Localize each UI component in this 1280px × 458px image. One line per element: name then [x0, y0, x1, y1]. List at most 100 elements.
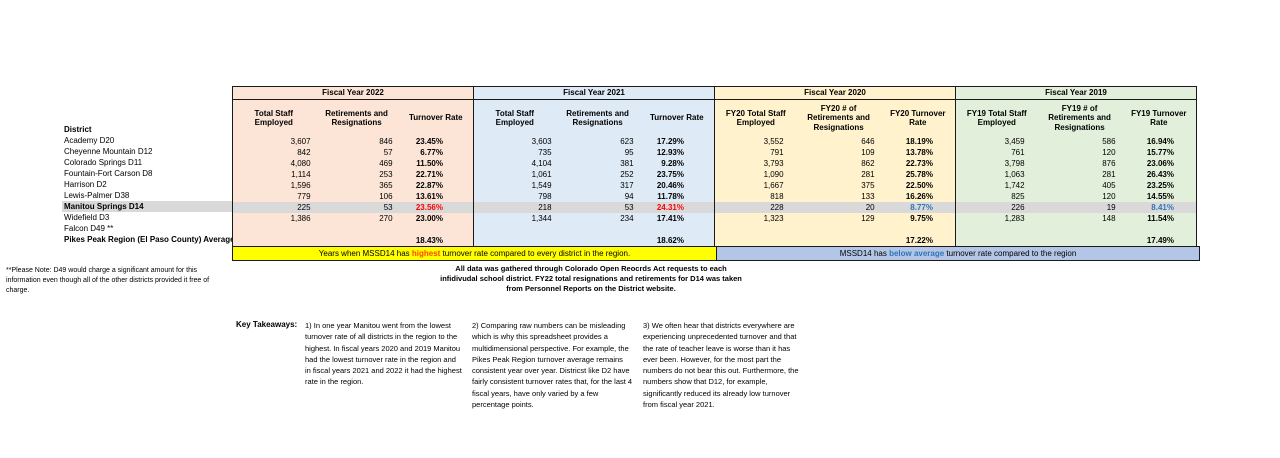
table-row: 4,080 469 11.50%: [233, 158, 473, 169]
cell-total-staff: [233, 224, 315, 235]
cell-total-staff: [233, 235, 315, 246]
column-header: Total Staff Employed: [495, 108, 535, 127]
column-headers-fy2021: Total Staff Employed Retirements and Resi…: [474, 100, 714, 136]
column-header: FY19 Total Staff Employed: [966, 108, 1027, 127]
column-header: FY20 Total Staff Employed: [725, 108, 786, 127]
cell-turnover-rate: [881, 224, 955, 235]
table-row: 3,552 646 18.19%: [715, 136, 955, 147]
takeaway-1: 1) In one year Manitou went from the low…: [305, 321, 462, 387]
cell-turnover-rate: 23.75%: [656, 170, 684, 179]
cell-retirements: 133: [861, 192, 875, 201]
cell-turnover-rate: 23.25%: [1146, 181, 1174, 190]
cell-turnover-rate: 24.31%: [656, 203, 684, 212]
banner-highlight-text: below average: [889, 249, 945, 258]
table-row: 1,549 317 20.46%: [474, 180, 714, 191]
cell-total-staff: 1,090: [763, 170, 784, 179]
cell-turnover-rate: 17.41%: [656, 214, 684, 223]
banner-text: Years when MSSD14 has: [318, 249, 412, 258]
table-row: [956, 224, 1196, 235]
cell-retirements: 120: [1102, 148, 1116, 157]
cell-turnover-rate: 18.43%: [415, 236, 443, 245]
table-row: 842 57 6.77%: [233, 147, 473, 158]
cell-turnover-rate: 20.46%: [656, 181, 684, 190]
district-name: Fountain-Fort Carson D8: [64, 169, 153, 178]
cell-total-staff: [715, 224, 797, 235]
cell-retirements: 109: [861, 148, 875, 157]
cell-total-staff: 1,323: [763, 214, 784, 223]
table-row: 1,061 252 23.75%: [474, 169, 714, 180]
table-row: 791 109 13.78%: [715, 147, 955, 158]
cell-turnover-rate: 18.19%: [905, 137, 933, 146]
cell-retirements: 846: [379, 137, 393, 146]
cell-turnover-rate: 14.55%: [1146, 192, 1174, 201]
cell-retirements: 646: [861, 137, 875, 146]
cell-total-staff: 1,742: [1004, 181, 1025, 190]
cell-total-staff: 1,596: [290, 181, 311, 190]
cell-turnover-rate: 9.75%: [910, 214, 933, 223]
cell-turnover-rate: [1122, 224, 1196, 235]
section-title-fy2022: Fiscal Year 2022: [233, 87, 473, 100]
cell-retirements: [556, 235, 640, 246]
cell-retirements: 375: [861, 181, 875, 190]
cell-turnover-rate: 25.78%: [905, 170, 933, 179]
cell-retirements: [797, 224, 881, 235]
banner-highlight-text: highest: [411, 249, 441, 258]
cell-total-staff: 842: [297, 148, 311, 157]
cell-turnover-rate: 23.00%: [415, 214, 443, 223]
cell-total-staff: 735: [538, 148, 552, 157]
cell-retirements: 53: [624, 203, 634, 212]
table-row: 225 53 23.56%: [233, 202, 473, 213]
table-row: [233, 224, 473, 235]
cell-retirements: 586: [1102, 137, 1116, 146]
data-source-note: All data was gathered through Colorado O…: [440, 264, 742, 294]
section-title-fy2020: Fiscal Year 2020: [715, 87, 955, 100]
cell-retirements: [315, 235, 399, 246]
cell-turnover-rate: 22.50%: [905, 181, 933, 190]
table-row: 18.43%: [233, 235, 473, 246]
cell-total-staff: 3,552: [763, 137, 784, 146]
table-row: 18.62%: [474, 235, 714, 246]
column-header: FY19 Turnover Rate: [1131, 108, 1187, 127]
cell-retirements: [1038, 235, 1122, 246]
cell-turnover-rate: 26.43%: [1146, 170, 1174, 179]
cell-total-staff: [956, 235, 1038, 246]
cell-retirements: 862: [861, 159, 875, 168]
district-name: Cheyenne Mountain D12: [64, 147, 153, 156]
district-name: Widefield D3: [64, 213, 110, 222]
cell-turnover-rate: 11.50%: [416, 159, 443, 168]
district-name: Falcon D49 **: [64, 224, 114, 233]
cell-total-staff: 1,344: [531, 214, 552, 223]
cell-turnover-rate: 11.54%: [1147, 214, 1174, 223]
cell-retirements: 270: [379, 214, 393, 223]
table-row: 1,090 281 25.78%: [715, 169, 955, 180]
district-column-spacer: [62, 86, 232, 124]
district-column: District Academy D20 Cheyenne Mountain D1…: [62, 86, 235, 245]
cell-turnover-rate: 17.49%: [1146, 236, 1174, 245]
cell-retirements: 317: [620, 181, 634, 190]
cell-retirements: 19: [1106, 203, 1116, 212]
cell-turnover-rate: 13.61%: [415, 192, 443, 201]
cell-total-staff: 3,798: [1004, 159, 1025, 168]
cell-retirements: 252: [620, 170, 634, 179]
banner-text: turnover rate compared to every district…: [440, 249, 631, 258]
cell-total-staff: 4,080: [290, 159, 311, 168]
district-name: Manitou Springs D14: [62, 201, 232, 212]
cell-turnover-rate: 6.77%: [420, 148, 443, 157]
table-row: [474, 224, 714, 235]
table-row: 228 20 8.77%: [715, 202, 955, 213]
table-row: 3,793 862 22.73%: [715, 158, 955, 169]
cell-turnover-rate: 12.93%: [656, 148, 684, 157]
district-name: Lewis-Palmer D38: [64, 191, 130, 200]
column-headers-fy2022: Total Staff Employed Retirements and Resi…: [233, 100, 473, 136]
table-row: 818 133 16.26%: [715, 191, 955, 202]
column-header: Turnover Rate: [408, 113, 463, 123]
cell-retirements: [1038, 224, 1122, 235]
table-row: 1,344 234 17.41%: [474, 213, 714, 224]
fiscal-year-table: Fiscal Year 2022 Total Staff Employed Reti…: [232, 86, 1197, 247]
cell-turnover-rate: 8.77%: [910, 203, 933, 212]
district-name: Academy D20: [64, 136, 115, 145]
column-header: FY19 # of Retirements and Resignations: [1048, 104, 1111, 132]
cell-turnover-rate: 16.94%: [1146, 137, 1174, 146]
summary-banners: Years when MSSD14 has highest turnover r…: [232, 246, 1200, 261]
table-row: 1,114 253 22.71%: [233, 169, 473, 180]
